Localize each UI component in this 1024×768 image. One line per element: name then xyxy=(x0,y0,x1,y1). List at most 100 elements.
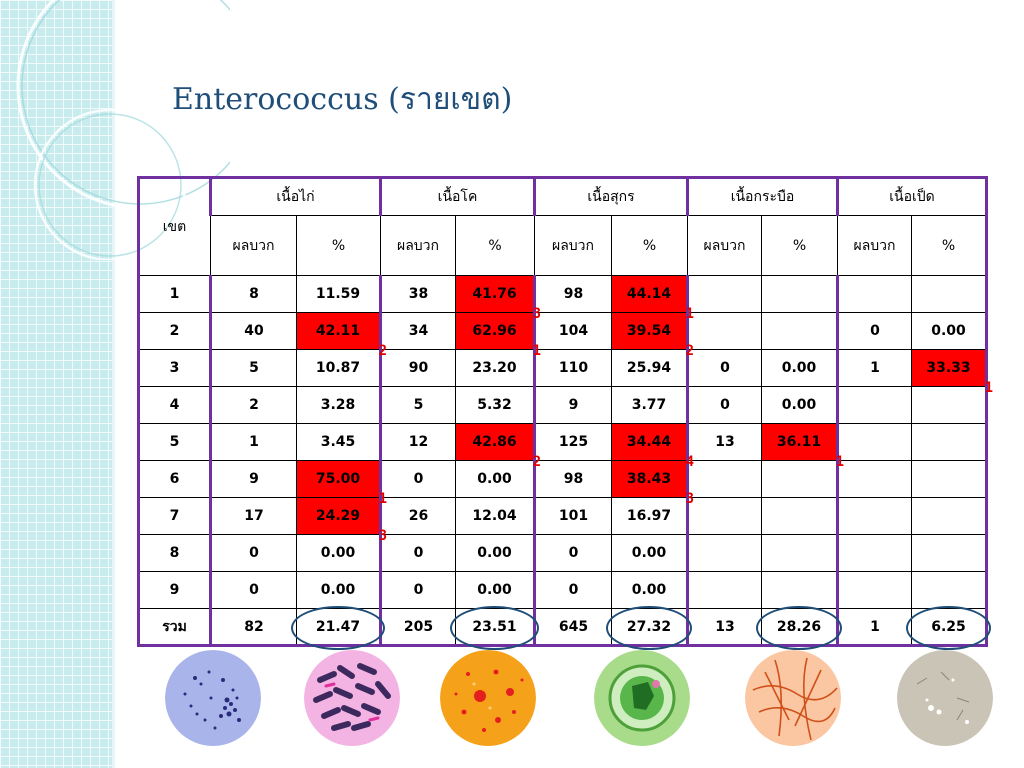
zone-cell: 9 xyxy=(138,571,211,609)
table-row: 3 5 10.87 90 23.20 110 25.94 0 0.00 1 33.33 1 xyxy=(138,349,993,395)
filaments-orange-icon xyxy=(745,650,841,746)
positive-count-cell: 0 xyxy=(379,460,456,498)
zone-cell: 3 xyxy=(138,349,211,387)
zone-cell: 7 xyxy=(138,497,211,535)
percent-cell xyxy=(911,497,987,535)
positive-header: ผลบวก xyxy=(380,215,456,276)
side-band-edge xyxy=(112,0,115,768)
positive-count-cell: 13 xyxy=(686,608,762,646)
percent-cell: 5.32 xyxy=(455,386,535,424)
percent-cell: 21.47 xyxy=(291,606,386,651)
positive-count-cell: 125 xyxy=(533,423,612,461)
positive-count-cell: 82 xyxy=(209,608,297,646)
bacteria-stain-blue-icon xyxy=(165,650,261,746)
table-row: 1 8 11.59 38 41.76 3 98 44.14 1 xyxy=(138,275,987,321)
positive-count-cell: 38 xyxy=(379,275,456,313)
percent-cell: 0.00 xyxy=(611,534,688,572)
percent-cell: 12.04 xyxy=(455,497,535,535)
positive-header: ผลบวก xyxy=(534,215,612,276)
positive-count-cell: 17 xyxy=(209,497,297,535)
percent-cell: 0.00 xyxy=(455,534,535,572)
percent-cell: 0.00 xyxy=(455,460,535,498)
percent-cell: 0.00 xyxy=(296,571,381,609)
positive-count-cell: 9 xyxy=(209,460,297,498)
percent-cell xyxy=(761,312,838,350)
percent-cell: 3.28 xyxy=(296,386,381,424)
percent-cell: 0.00 xyxy=(455,571,535,609)
positive-count-cell xyxy=(686,534,762,572)
positive-count-cell xyxy=(836,423,912,461)
percent-header: % xyxy=(911,215,987,276)
total-label: รวม xyxy=(138,608,211,646)
percent-header: % xyxy=(611,215,688,276)
percent-cell: 25.94 xyxy=(611,349,688,387)
cell-green-icon xyxy=(594,650,690,746)
group-header-chicken: เนื้อไก่ xyxy=(209,177,382,216)
positive-count-cell: 5 xyxy=(379,386,456,424)
percent-cell: 16.97 xyxy=(611,497,688,535)
positive-count-cell xyxy=(686,497,762,535)
positive-count-cell xyxy=(836,460,912,498)
zone-results-table: เขต เนื้อไก่ เนื้อโค เนื้อสุกร เนื้อกระบ… xyxy=(137,176,993,651)
percent-cell: 23.51 xyxy=(450,606,540,651)
bacteria-rods-purple-icon xyxy=(304,650,400,746)
positive-count-cell xyxy=(686,312,762,350)
positive-count-cell: 645 xyxy=(533,608,612,646)
positive-count-cell: 5 xyxy=(209,349,297,387)
total-row: รวม 82 21.47 205 23.51 645 27.32 13 28.26 1 6.25 xyxy=(138,606,992,651)
percent-cell xyxy=(911,571,987,609)
percent-cell: 24.29 3 xyxy=(296,497,387,543)
zone-cell: 8 xyxy=(138,534,211,572)
positive-count-cell xyxy=(836,497,912,535)
positive-count-cell: 0 xyxy=(533,534,612,572)
zone-cell: 4 xyxy=(138,386,211,424)
percent-cell: 6.25 xyxy=(906,606,992,651)
positive-count-cell xyxy=(836,571,912,609)
spores-gray-icon xyxy=(897,650,993,746)
percent-cell: 0.00 xyxy=(761,386,838,424)
positive-count-cell: 98 xyxy=(533,460,612,498)
zone-header: เขต xyxy=(138,177,211,276)
positive-count-cell xyxy=(836,275,912,313)
percent-cell: 75.00 1 xyxy=(296,460,387,506)
percent-cell: 0.00 xyxy=(761,349,838,387)
positive-count-cell: 9 xyxy=(533,386,612,424)
positive-count-cell xyxy=(686,460,762,498)
positive-count-cell xyxy=(836,386,912,424)
positive-count-cell: 40 xyxy=(209,312,297,350)
group-header-beef: เนื้อโค xyxy=(379,177,536,216)
positive-count-cell: 0 xyxy=(379,534,456,572)
table-row: 9 0 0.00 0 0.00 0 0.00 xyxy=(138,571,987,609)
percent-cell: 62.96 1 xyxy=(455,312,541,358)
positive-count-cell: 1 xyxy=(836,608,912,646)
positive-count-cell: 12 xyxy=(379,423,456,461)
zone-cell: 2 xyxy=(138,312,211,350)
positive-count-cell: 110 xyxy=(533,349,612,387)
positive-count-cell xyxy=(686,275,762,313)
positive-count-cell: 1 xyxy=(836,349,912,387)
percent-cell: 11.59 xyxy=(296,275,381,313)
percent-cell: 34.44 4 xyxy=(611,423,694,469)
positive-count-cell: 0 xyxy=(209,571,297,609)
percent-cell: 28.26 xyxy=(756,606,843,651)
positive-count-cell: 101 xyxy=(533,497,612,535)
positive-count-cell: 0 xyxy=(379,571,456,609)
percent-header: % xyxy=(296,215,381,276)
percent-cell xyxy=(761,275,838,313)
percent-cell xyxy=(761,534,838,572)
zone-cell: 6 xyxy=(138,460,211,498)
percent-cell: 42.11 2 xyxy=(296,312,387,358)
positive-count-cell: 26 xyxy=(379,497,456,535)
positive-count-cell: 13 xyxy=(686,423,762,461)
positive-count-cell: 0 xyxy=(209,534,297,572)
table-row: 2 40 42.11 2 34 62.96 1 104 39.54 2 0 0.00 xyxy=(138,312,987,358)
percent-header: % xyxy=(761,215,838,276)
zone-cell: 1 xyxy=(138,275,211,313)
percent-cell xyxy=(911,534,987,572)
percent-cell: 33.33 1 xyxy=(911,349,993,395)
positive-count-cell xyxy=(686,571,762,609)
percent-cell: 0.00 xyxy=(911,312,987,350)
positive-count-cell: 0 xyxy=(686,349,762,387)
percent-cell: 38.43 3 xyxy=(611,460,694,506)
table-row: 8 0 0.00 0 0.00 0 0.00 xyxy=(138,534,987,572)
